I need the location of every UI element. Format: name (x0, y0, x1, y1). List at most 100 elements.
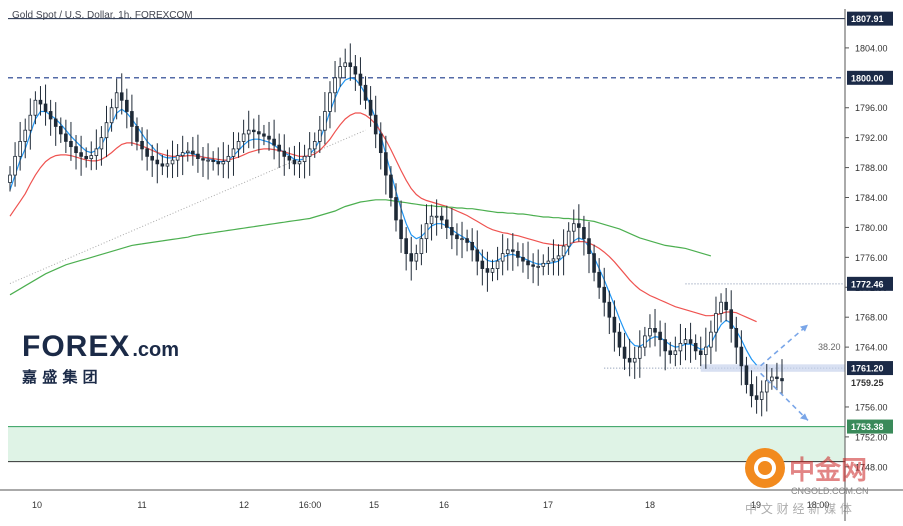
candle-body (201, 158, 205, 161)
candle-body (500, 253, 505, 262)
candle-body (257, 131, 261, 135)
y-tick-label: 1796.00 (855, 103, 888, 113)
candle-body (698, 350, 703, 356)
candle-body (404, 238, 408, 255)
candle-body (744, 365, 749, 385)
candle-body (592, 253, 596, 273)
price-level-badge (847, 276, 893, 291)
candle-body (241, 133, 246, 142)
x-tick-label: 16:00 (299, 500, 322, 510)
candle-body (292, 159, 297, 165)
moving-average-line (9, 112, 757, 323)
candle-body (99, 137, 104, 150)
candle-body (109, 107, 114, 124)
candle-body (475, 249, 480, 262)
down-arrow-head (800, 413, 808, 421)
candle-body (587, 238, 591, 255)
candle-body (79, 152, 83, 157)
candle-body (643, 335, 647, 348)
candle-body (333, 77, 337, 94)
price-level-badge (847, 11, 893, 26)
y-tick-label: 1792.00 (855, 133, 888, 143)
candle-body (277, 144, 281, 152)
y-tick-label: 1748.00 (855, 462, 888, 472)
candle-body (714, 313, 718, 333)
candle-body (282, 150, 287, 157)
candle-body (734, 328, 739, 348)
candle-body (231, 148, 236, 157)
candle-body (43, 103, 48, 112)
candle-body (526, 260, 530, 266)
candle-body (511, 249, 515, 252)
price-level-label: 1807.91 (851, 14, 884, 24)
candle-body (373, 114, 378, 135)
candle-body (658, 331, 662, 341)
candle-body (424, 223, 429, 240)
candle-body (673, 350, 678, 356)
candle-body (38, 99, 43, 105)
forex-logo-text: FOREX (22, 330, 131, 363)
candle-body (729, 309, 734, 329)
candle-body (343, 62, 348, 68)
candle-body (69, 141, 73, 148)
candle-body (160, 163, 165, 167)
candle-body (521, 256, 525, 262)
candle-body (363, 84, 368, 101)
candle-body (130, 111, 134, 127)
candle-body (704, 346, 708, 356)
candle-body (89, 155, 94, 160)
y-tick-label: 1776.00 (855, 253, 888, 263)
candle-body (622, 346, 627, 359)
forex-logo-mark: FOREX .com (22, 330, 179, 364)
candle-body (531, 264, 535, 267)
candle-body (419, 238, 424, 255)
candle-body (668, 350, 673, 356)
candle-body (84, 155, 88, 160)
candle-body (490, 268, 495, 273)
y-tick-label: 1780.00 (855, 223, 888, 233)
candle-body (434, 215, 439, 218)
candle-body (170, 159, 175, 165)
price-level-badge (847, 70, 893, 85)
candle-body (551, 258, 556, 262)
candle-body (28, 114, 33, 131)
candle-body (119, 92, 124, 101)
candle-body (323, 111, 327, 131)
price-level-label: 1800.00 (851, 73, 884, 83)
candle-body (582, 227, 586, 240)
candle-body (338, 66, 342, 79)
candle-body (571, 223, 576, 232)
candle-body (94, 148, 99, 157)
candle-body (607, 301, 612, 318)
candle-body (516, 250, 520, 258)
fib-box (700, 364, 845, 372)
candle-body (216, 161, 221, 165)
candle-body (165, 163, 170, 167)
candle-body (267, 135, 271, 140)
candle-body (775, 376, 779, 379)
x-tick-label: 18 (645, 500, 655, 510)
candle-body (455, 234, 459, 240)
candle-body (33, 99, 38, 116)
price-level-badge (847, 375, 893, 390)
x-tick-label: 18:00 (807, 500, 830, 510)
candle-body (246, 129, 251, 135)
candle-body (53, 118, 58, 127)
candle-body (561, 245, 566, 257)
candle-body (688, 339, 693, 344)
candle-body (663, 339, 667, 352)
candle-body (754, 395, 759, 400)
candle-body (226, 155, 231, 163)
candle-body (180, 152, 185, 157)
forex-logo-subtitle: 嘉 盛 集 团 (22, 368, 98, 386)
candle-body (759, 391, 764, 400)
candle-body (495, 260, 500, 269)
cngold-main-text: 中金网 (789, 455, 868, 486)
candle-body (556, 255, 561, 260)
candle-body (287, 155, 292, 161)
candle-body (13, 155, 17, 176)
candle-body (318, 129, 322, 142)
candle-body (389, 174, 393, 198)
x-tick-label: 17 (543, 500, 553, 510)
